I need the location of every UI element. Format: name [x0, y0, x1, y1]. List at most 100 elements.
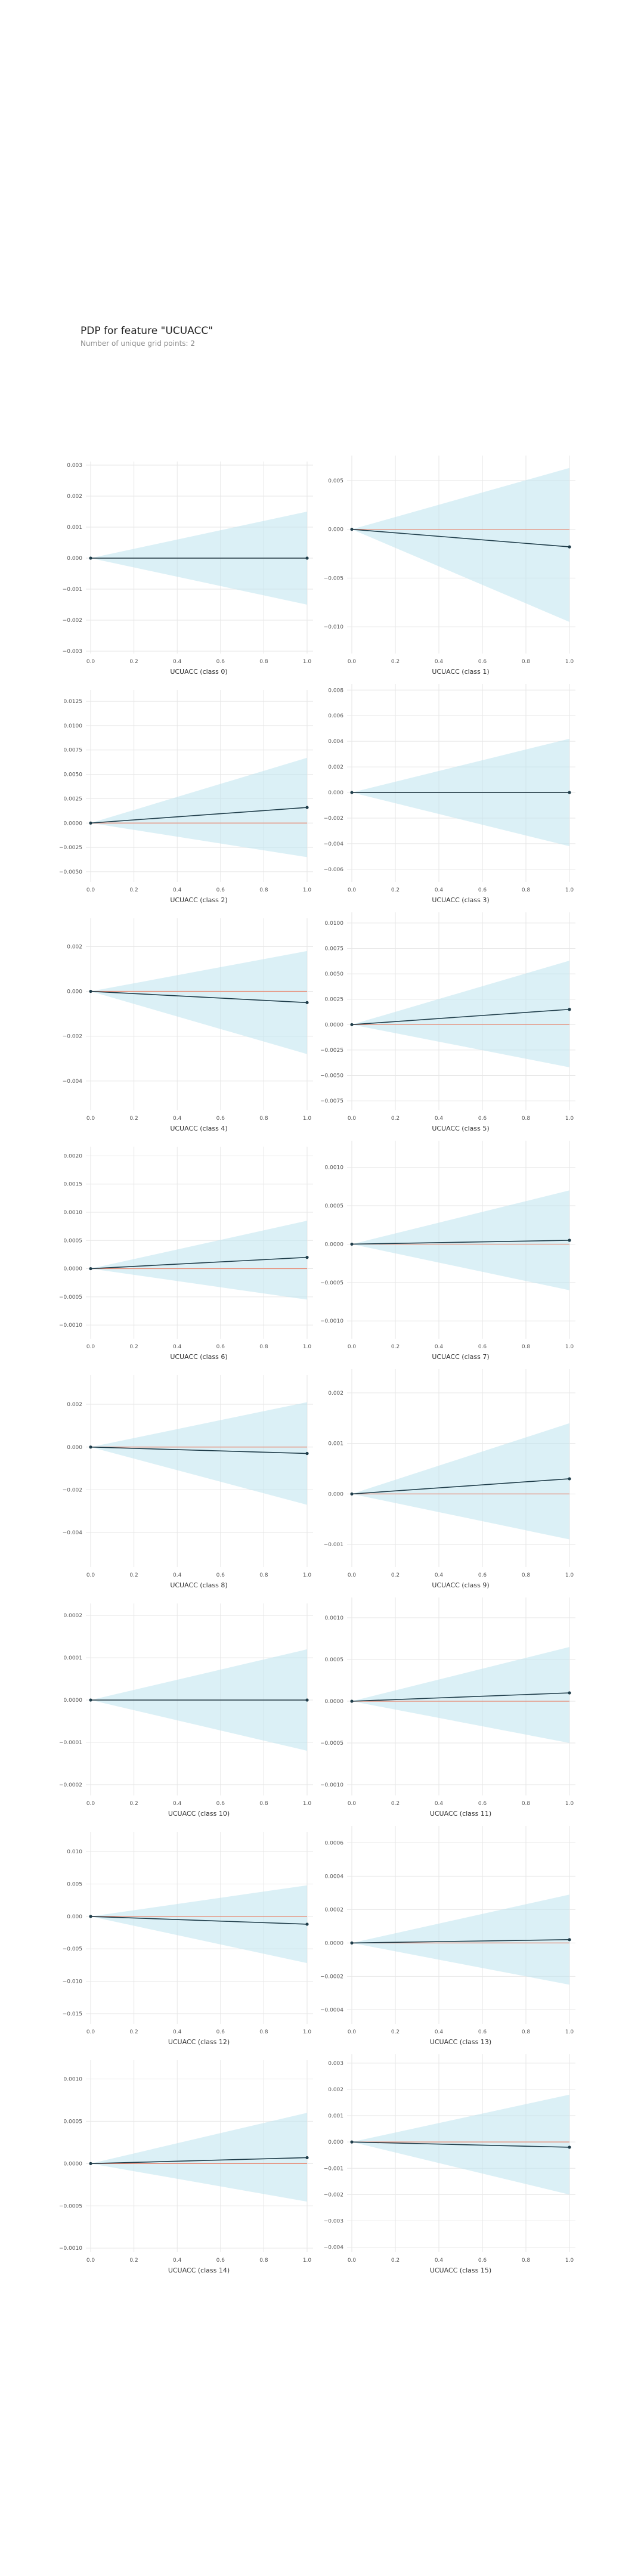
x-tick-label: 0.6: [216, 659, 225, 665]
x-tick-label: 0.6: [216, 1344, 225, 1350]
pdp-line: [90, 990, 308, 1004]
y-tick-label: 0.0010: [325, 1165, 344, 1171]
pdp-panel-2: 0.0125 0.0100 0.0075 0.0050 0.0025 0.0000 −0.0…: [59, 690, 313, 904]
pdp-point: [568, 545, 571, 549]
y-tick-label: 0.0000: [64, 1267, 83, 1272]
confidence-band: [352, 960, 569, 1067]
y-tick-label: −0.0005: [59, 2203, 82, 2209]
x-tick-label: 0.6: [216, 1572, 225, 1578]
pdp-point: [305, 556, 309, 560]
y-tick-label: −0.0005: [59, 1295, 82, 1301]
y-tick-label: 0.004: [328, 739, 343, 745]
x-tick-label: 0.2: [129, 659, 138, 665]
y-tick-label: −0.0010: [59, 1323, 82, 1329]
y-tick-label: 0.003: [328, 2061, 343, 2067]
y-tick-label: 0.000: [328, 2140, 343, 2145]
pdp-panel-15: 0.003 0.002 0.001 0.000 −0.001 −0.002 −0.003 −0…: [324, 2054, 575, 2274]
y-tick-label: 0.0050: [325, 971, 344, 977]
x-tick-label: 0.2: [129, 1116, 138, 1122]
y-tick-label: −0.005: [63, 1946, 82, 1952]
x-tick-label: 0.2: [129, 1801, 138, 1807]
y-tick-label: 0.0025: [325, 997, 344, 1003]
y-tick-label: 0.0050: [64, 772, 83, 778]
x-axis-label: UCUACC (class 8): [170, 1581, 227, 1589]
pdp-panel-12: 0.010 0.005 0.000 −0.005 −0.010 −0.015 0.0 0.2 0…: [63, 1832, 313, 2046]
y-tick-label: 0.0010: [64, 1210, 83, 1216]
y-tick-label: 0.002: [328, 764, 343, 770]
x-tick-label: 0.4: [435, 887, 444, 893]
x-tick-label: 0.2: [129, 1572, 138, 1578]
y-tick-label: 0.000: [67, 1445, 82, 1451]
y-tick-label: 0.001: [328, 2113, 343, 2119]
x-tick-label: 0.0: [86, 659, 95, 665]
x-tick-label: 0.0: [86, 1116, 95, 1122]
pdp-line: [90, 1916, 308, 1925]
y-tick-label: −0.001: [63, 587, 82, 593]
pdp-line: [351, 2141, 570, 2148]
y-tick-label: 0.0000: [325, 1940, 344, 1946]
y-tick-label: −0.004: [324, 841, 344, 847]
pdp-point: [305, 1001, 309, 1004]
x-axis-label: UCUACC (class 10): [168, 1810, 230, 1818]
x-tick-label: 0.0: [348, 1801, 357, 1807]
pdp-point: [305, 2156, 309, 2160]
x-tick-label: 0.6: [216, 1801, 225, 1807]
y-tick-label: 0.010: [67, 1849, 82, 1855]
y-tick-label: −0.0002: [59, 1782, 82, 1788]
pdp-point: [350, 1242, 354, 1246]
y-tick-label: 0.002: [67, 494, 82, 500]
y-tick-label: −0.002: [63, 618, 82, 624]
y-tick-label: 0.0005: [325, 1657, 344, 1663]
y-tick-label: 0.008: [328, 688, 343, 693]
y-tick-label: 0.0000: [64, 821, 83, 826]
x-tick-label: 0.8: [522, 659, 531, 665]
confidence-band: [91, 1885, 307, 1964]
x-tick-label: 1.0: [303, 887, 312, 893]
confidence-band: [352, 1647, 569, 1743]
y-tick-label: −0.0050: [59, 869, 82, 875]
pdp-point: [89, 1267, 92, 1271]
y-tick-label: −0.004: [63, 1530, 83, 1536]
x-tick-label: 0.2: [129, 2029, 138, 2035]
pdp-point: [350, 1699, 354, 1703]
y-tick-label: 0.001: [67, 525, 82, 531]
y-tick-label: 0.0025: [64, 796, 83, 802]
x-tick-label: 0.4: [173, 2029, 182, 2035]
x-tick-label: 0.0: [348, 1116, 357, 1122]
x-tick-label: 1.0: [565, 2258, 574, 2264]
pdp-point: [568, 2145, 571, 2149]
pdp-panel-0: 0.003 0.002 0.001 0.000 −0.001 −0.002 −0.003 0.…: [63, 462, 313, 676]
y-tick-label: 0.0010: [325, 1615, 344, 1621]
y-tick-label: −0.0050: [320, 1073, 343, 1079]
pdp-panel-4: 0.002 0.000 −0.002 −0.004 0.0 0.2 0.4 0.6 0.8 1.0…: [63, 918, 313, 1132]
confidence-band: [352, 1894, 569, 1985]
pdp-point: [305, 1451, 309, 1456]
pdp-panel-13: 0.0006 0.0004 0.0002 0.0000 −0.0002 −0.0004 0.…: [320, 1826, 575, 2046]
x-tick-label: 0.8: [259, 659, 268, 665]
x-axis-label: UCUACC (class 9): [432, 1581, 489, 1589]
y-tick-label: 0.002: [328, 1391, 343, 1397]
pdp-point: [305, 1256, 309, 1259]
pdp-point: [89, 556, 92, 560]
x-tick-label: 1.0: [565, 1116, 574, 1122]
pdp-point: [305, 1698, 309, 1702]
pdp-line: [351, 528, 570, 547]
x-tick-label: 0.8: [259, 1572, 268, 1578]
y-tick-label: −0.015: [63, 2011, 82, 2017]
x-axis-label: UCUACC (class 7): [432, 1353, 489, 1361]
pdp-panel-3: 0.008 0.006 0.004 0.002 0.000 −0.002 −0.004 −0.…: [324, 684, 575, 904]
y-tick-label: −0.0005: [320, 1741, 343, 1747]
x-tick-label: 0.6: [478, 2258, 487, 2264]
x-tick-label: 0.6: [216, 887, 225, 893]
x-tick-label: 0.4: [173, 1801, 182, 1807]
x-axis-label: UCUACC (class 3): [432, 896, 489, 904]
x-tick-label: 0.2: [129, 2258, 138, 2264]
y-tick-label: 0.0000: [325, 1699, 344, 1705]
pdp-panel-10: 0.0002 0.0001 0.0000 −0.0001 −0.0002 0.0 0.2 0.…: [59, 1603, 313, 1818]
x-tick-label: 0.0: [348, 2258, 357, 2264]
y-tick-label: 0.0005: [64, 1238, 83, 1244]
x-tick-label: 0.0: [348, 2029, 357, 2035]
x-tick-label: 0.0: [348, 1572, 357, 1578]
y-tick-label: 0.005: [67, 1882, 82, 1888]
